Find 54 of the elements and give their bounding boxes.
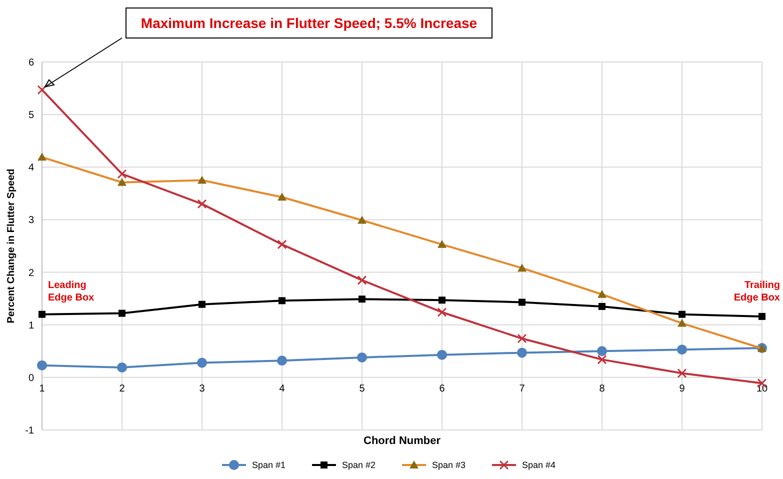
x-tick-label: 4 bbox=[279, 383, 286, 394]
y-tick-label: 4 bbox=[28, 162, 34, 174]
point bbox=[597, 354, 607, 364]
legend-label: Span #2 bbox=[342, 460, 376, 470]
x-tick-label: 1 bbox=[39, 383, 46, 394]
legend-label: Span #1 bbox=[252, 460, 286, 470]
y-tick-label: 6 bbox=[28, 58, 34, 68]
y-axis-title: Percent Change in Flutter Speed bbox=[6, 168, 17, 324]
x-tick-label: 5 bbox=[359, 383, 366, 394]
point bbox=[517, 348, 527, 358]
x-tick-label: 8 bbox=[599, 383, 606, 394]
point bbox=[278, 297, 286, 304]
point bbox=[677, 368, 687, 378]
x-axis-title: Chord Number bbox=[364, 435, 442, 447]
annotation: Trailing Edge Box bbox=[734, 280, 780, 304]
point bbox=[117, 362, 127, 372]
point bbox=[437, 307, 447, 317]
x-tick-label: 7 bbox=[519, 383, 526, 394]
point bbox=[118, 310, 126, 317]
point bbox=[518, 298, 526, 306]
point bbox=[437, 350, 447, 360]
y-tick-label: 1 bbox=[28, 320, 34, 332]
point bbox=[597, 346, 607, 356]
y-tick-label: 3 bbox=[28, 215, 34, 226]
point bbox=[117, 169, 127, 179]
point bbox=[277, 240, 287, 250]
point bbox=[37, 85, 47, 95]
point bbox=[678, 310, 686, 318]
y-tick-label: -1 bbox=[25, 426, 34, 436]
x-tick-label: 9 bbox=[679, 383, 686, 394]
legend-label: Span #3 bbox=[432, 460, 466, 470]
point bbox=[38, 310, 46, 318]
point bbox=[197, 358, 207, 368]
point bbox=[357, 275, 367, 285]
point bbox=[517, 334, 527, 344]
y-tick-label: 2 bbox=[28, 268, 34, 279]
legend-label: Span #4 bbox=[522, 460, 556, 470]
point bbox=[677, 344, 687, 355]
text: Maximum Increase in Flutter Speed; 5.5% Increase bbox=[140, 15, 478, 31]
point bbox=[37, 360, 47, 370]
y-tick-label: 5 bbox=[28, 110, 34, 122]
point bbox=[598, 302, 606, 310]
point bbox=[758, 312, 766, 320]
point bbox=[277, 356, 287, 366]
y-tick-label: 0 bbox=[28, 372, 34, 384]
point bbox=[198, 300, 206, 308]
x-tick-label: 3 bbox=[199, 383, 206, 394]
x-tick-label: 2 bbox=[119, 383, 126, 394]
point bbox=[438, 296, 446, 304]
x-tick-label: 6 bbox=[439, 383, 446, 394]
point bbox=[197, 199, 207, 209]
annotation: Leading Edge Box bbox=[48, 280, 95, 304]
point bbox=[357, 352, 367, 362]
point bbox=[358, 296, 366, 303]
